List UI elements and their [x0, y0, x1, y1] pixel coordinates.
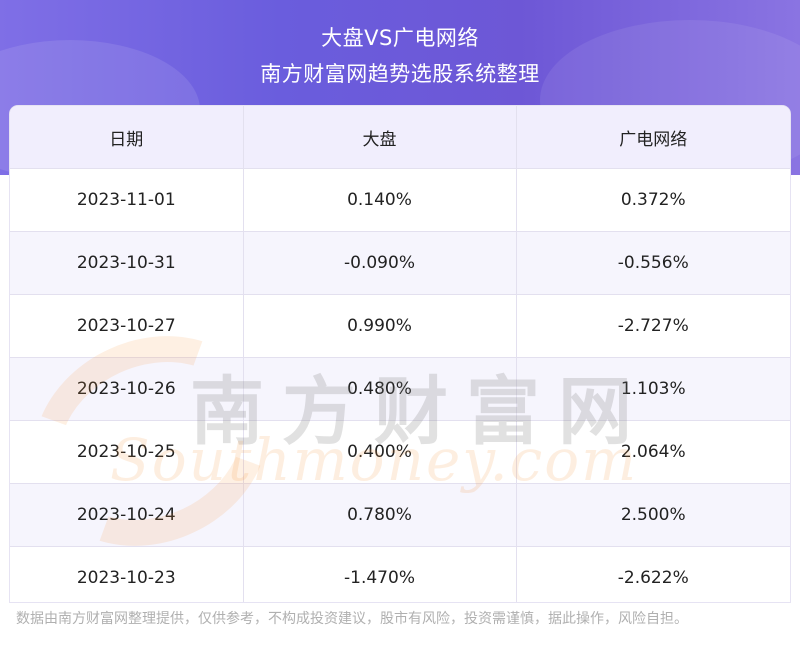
- column-header-date: 日期: [10, 106, 244, 169]
- comparison-table-container: 日期 大盘 广电网络 2023-11-01 0.140% 0.372% 2023…: [10, 106, 790, 602]
- table-row: 2023-10-24 0.780% 2.500%: [10, 483, 790, 547]
- table-row: 2023-11-01 0.140% 0.372%: [10, 168, 790, 232]
- cell-market: 0.480%: [243, 357, 517, 421]
- cell-date: 2023-10-25: [10, 420, 244, 484]
- cell-market: 0.400%: [243, 420, 517, 484]
- table-header-row: 日期 大盘 广电网络: [10, 106, 790, 169]
- cell-stock: -2.727%: [516, 294, 790, 358]
- footer-disclaimer: 数据由南方财富网整理提供，仅供参考，不构成投资建议，股市有风险，投资需谨慎，据此…: [16, 611, 688, 627]
- column-header-market: 大盘: [243, 106, 517, 169]
- table-row: 2023-10-26 0.480% 1.103%: [10, 357, 790, 421]
- cell-market: -0.090%: [243, 231, 517, 295]
- cell-date: 2023-10-27: [10, 294, 244, 358]
- page-subtitle: 南方财富网趋势选股系统整理: [260, 62, 540, 86]
- table-row: 2023-10-31 -0.090% -0.556%: [10, 231, 790, 295]
- cell-date: 2023-10-24: [10, 483, 244, 547]
- column-header-stock: 广电网络: [516, 106, 790, 169]
- cell-date: 2023-11-01: [10, 168, 244, 232]
- cell-stock: 0.372%: [516, 168, 790, 232]
- cell-market: -1.470%: [243, 546, 517, 602]
- cell-stock: 1.103%: [516, 357, 790, 421]
- cell-market: 0.140%: [243, 168, 517, 232]
- cell-stock: -2.622%: [516, 546, 790, 602]
- table-row: 2023-10-25 0.400% 2.064%: [10, 420, 790, 484]
- page-title: 大盘VS广电网络: [321, 26, 479, 50]
- cell-stock: -0.556%: [516, 231, 790, 295]
- cell-date: 2023-10-23: [10, 546, 244, 602]
- comparison-table: 日期 大盘 广电网络 2023-11-01 0.140% 0.372% 2023…: [10, 106, 790, 602]
- table-row: 2023-10-27 0.990% -2.727%: [10, 294, 790, 358]
- cell-market: 0.780%: [243, 483, 517, 547]
- cell-stock: 2.064%: [516, 420, 790, 484]
- cell-date: 2023-10-31: [10, 231, 244, 295]
- cell-date: 2023-10-26: [10, 357, 244, 421]
- table-row: 2023-10-23 -1.470% -2.622%: [10, 546, 790, 602]
- cell-market: 0.990%: [243, 294, 517, 358]
- cell-stock: 2.500%: [516, 483, 790, 547]
